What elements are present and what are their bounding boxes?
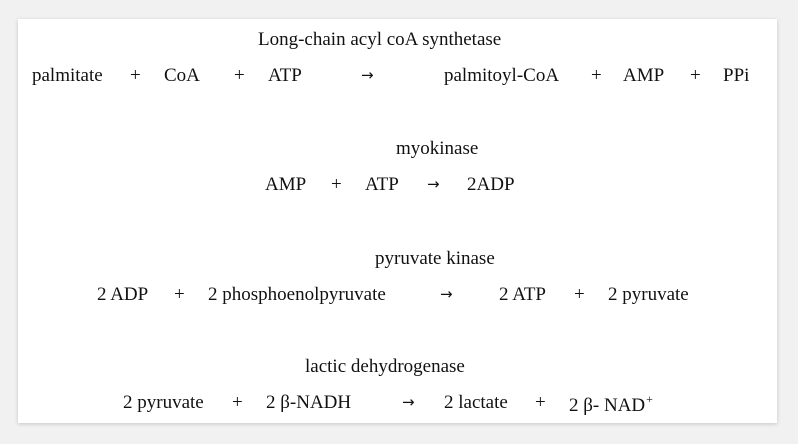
plus-sign: +	[331, 174, 342, 195]
plus-sign: +	[574, 284, 585, 305]
product-2-beta-nad-plus: 2 β- NAD+	[569, 393, 653, 415]
reaction-arrow-icon: →	[440, 285, 453, 303]
reactant-2-beta-nadh: 2 β-NADH	[266, 392, 352, 413]
product-2-pyruvate: 2 pyruvate	[608, 284, 689, 305]
plus-sign: +	[174, 284, 185, 305]
reactant-2-adp: 2 ADP	[97, 284, 149, 305]
plus-sign: +	[234, 65, 245, 86]
reactant-coa: CoA	[164, 65, 200, 86]
reaction-arrow-icon: →	[361, 66, 374, 84]
reactant-atp: ATP	[365, 174, 399, 195]
plus-sign: +	[130, 65, 141, 86]
plus-sign: +	[591, 65, 602, 86]
enzyme-label-myokinase: myokinase	[396, 138, 479, 159]
plus-sign: +	[535, 392, 546, 413]
plus-sign: +	[232, 392, 243, 413]
enzyme-label-pyruvate-kinase: pyruvate kinase	[375, 248, 495, 269]
reactant-palmitate: palmitate	[32, 65, 103, 86]
product-amp: AMP	[623, 65, 665, 86]
reactant-amp: AMP	[265, 174, 307, 195]
reactant-2-pyruvate: 2 pyruvate	[123, 392, 204, 413]
product-palmitoyl-coa: palmitoyl-CoA	[444, 65, 560, 86]
enzyme-label-lactic-dehydrogenase: lactic dehydrogenase	[305, 356, 465, 377]
product-ppi: PPi	[723, 65, 750, 86]
reactant-2-phosphoenolpyruvate: 2 phosphoenolpyruvate	[208, 284, 386, 305]
reactant-atp: ATP	[268, 65, 302, 86]
product-2-atp: 2 ATP	[499, 284, 546, 305]
reaction-scheme-panel	[18, 19, 777, 423]
product-2-beta-nad-text: 2 β- NAD	[569, 395, 646, 416]
plus-sign: +	[690, 65, 701, 86]
enzyme-label-acyl-coa-synthetase: Long-chain acyl coA synthetase	[258, 29, 502, 50]
reaction-arrow-icon: →	[402, 393, 415, 411]
superscript-plus: +	[646, 392, 653, 406]
product-2-lactate: 2 lactate	[444, 392, 508, 413]
product-2adp: 2ADP	[467, 174, 515, 195]
reaction-arrow-icon: →	[427, 175, 440, 193]
